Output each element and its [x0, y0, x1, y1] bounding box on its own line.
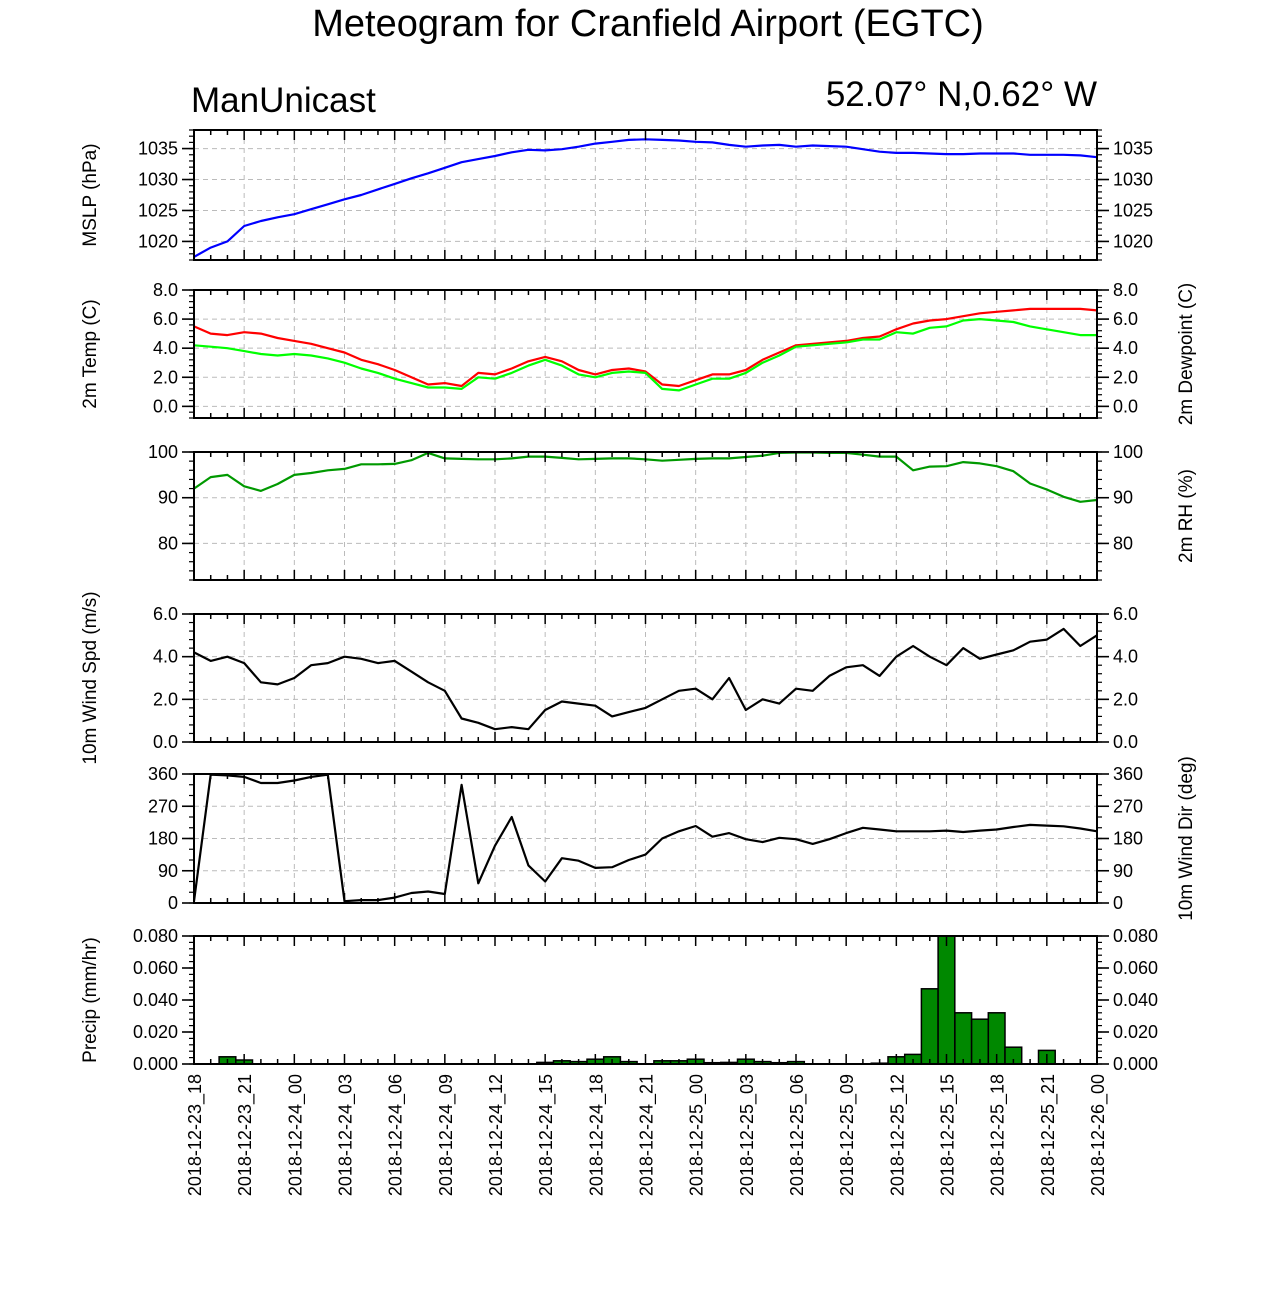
y-tick-label-right: 0.080: [1113, 926, 1158, 946]
y-tick-label: 90: [158, 488, 178, 508]
y-tick-label: 4.0: [153, 338, 178, 358]
y-axis-label-right: 2m RH (%): [1176, 469, 1197, 563]
y-tick-label: 90: [158, 861, 178, 881]
y-tick-label-right: 0.0: [1113, 396, 1138, 416]
y-tick-label: 270: [148, 796, 178, 816]
time-tick-label: 2018-12-24_12: [486, 1074, 507, 1196]
y-tick-label-right: 8.0: [1113, 280, 1138, 300]
y-tick-label: 0: [168, 893, 178, 913]
y-tick-label-right: 1020: [1113, 231, 1153, 251]
y-tick-label: 100: [148, 442, 178, 462]
y-tick-label: 0.060: [133, 958, 178, 978]
y-tick-label: 1025: [138, 200, 178, 220]
series-line-0: [193, 627, 1098, 731]
time-axis-labels: 2018-12-23_18 2018-12-23_21 2018-12-24_00 2…: [185, 1074, 1109, 1196]
y-tick-label-right: 90: [1113, 861, 1133, 881]
y-tick-label-right: 1025: [1113, 200, 1153, 220]
panel-2: 80 80 90 90 100 100 2m RH (%): [148, 442, 1197, 581]
time-tick-label: 2018-12-25_09: [837, 1074, 858, 1196]
model-name-label: ManUnicast: [191, 81, 376, 120]
y-tick-label-right: 90: [1113, 488, 1133, 508]
precip-bar: [920, 988, 939, 1065]
y-axis-label-right: 10m Wind Dir (deg): [1176, 756, 1197, 921]
y-tick-label-right: 4.0: [1113, 338, 1138, 358]
y-tick-label-right: 6.0: [1113, 604, 1138, 624]
y-tick-label-right: 2.0: [1113, 689, 1138, 709]
y-tick-label-right: 80: [1113, 533, 1133, 553]
time-tick-label: 2018-12-25_18: [988, 1074, 1009, 1196]
y-tick-label: 8.0: [153, 280, 178, 300]
coordinates-label: 52.07° N,0.62° W: [826, 75, 1097, 114]
time-tick-label: 2018-12-25_12: [887, 1074, 908, 1196]
y-axis-label-left: 10m Wind Spd (m/s): [80, 591, 101, 764]
time-tick-label: 2018-12-25_06: [787, 1074, 808, 1196]
time-tick-label: 2018-12-24_00: [285, 1074, 306, 1196]
y-tick-label-right: 6.0: [1113, 309, 1138, 329]
time-tick-label: 2018-12-24_21: [637, 1074, 658, 1196]
time-tick-label: 2018-12-25_00: [687, 1074, 708, 1196]
series-line-0: [193, 307, 1098, 388]
time-tick-label: 2018-12-24_15: [536, 1074, 557, 1196]
y-tick-label: 0.0: [153, 732, 178, 752]
time-tick-label: 2018-12-24_03: [336, 1074, 357, 1196]
y-tick-label: 0.080: [133, 926, 178, 946]
precip-bar: [937, 935, 956, 1065]
time-tick-label: 2018-12-23_21: [235, 1074, 256, 1196]
panel-5: 0.000 0.000 0.020 0.020 0.040 0.040 0.060 0.060…: [80, 926, 1158, 1074]
y-tick-label: 6.0: [153, 309, 178, 329]
y-tick-label: 0.0: [153, 396, 178, 416]
y-tick-label-right: 0.0: [1113, 732, 1138, 752]
y-tick-label: 80: [158, 533, 178, 553]
precip-bar: [970, 1018, 990, 1065]
time-tick-label: 2018-12-24_06: [386, 1074, 407, 1196]
y-tick-label-right: 1030: [1113, 170, 1153, 190]
y-tick-label: 6.0: [153, 604, 178, 624]
y-tick-label: 0.040: [133, 990, 178, 1010]
series-line-1: [193, 318, 1097, 392]
time-tick-label: 2018-12-23_18: [185, 1074, 206, 1196]
y-tick-label-right: 360: [1113, 764, 1143, 784]
y-tick-label: 1020: [138, 231, 178, 251]
meteogram-panels: 1020 1020 1025 1025 1030 1030 1035 1035 MSLP (hP…: [80, 129, 1197, 1074]
panel-4: 0 0 90 90 180 180 270 270 360 360 10m Wind Dir (de…: [148, 756, 1197, 921]
panel-0: 1020 1020 1025 1025 1030 1030 1035 1035 MSLP (hP…: [80, 129, 1153, 261]
y-tick-label-right: 0.000: [1113, 1054, 1158, 1074]
precip-bar: [954, 1012, 973, 1065]
y-tick-label: 0.000: [133, 1054, 178, 1074]
y-axis-label-left: 2m Temp (C): [80, 299, 101, 408]
y-tick-label: 360: [148, 764, 178, 784]
y-tick-label: 1030: [138, 170, 178, 190]
y-tick-label-right: 0: [1113, 893, 1123, 913]
time-tick-label: 2018-12-24_09: [436, 1074, 457, 1196]
time-tick-label: 2018-12-25_21: [1038, 1074, 1059, 1196]
y-axis-label-left: MSLP (hPa): [80, 143, 101, 246]
y-tick-label: 180: [148, 829, 178, 849]
panel-1: 0.0 0.0 2.0 2.0 4.0 4.0 6.0 6.0 8.0 8.0 2m Temp (C…: [80, 280, 1197, 425]
y-tick-label-right: 0.060: [1113, 958, 1158, 978]
y-tick-label: 2.0: [153, 689, 178, 709]
time-tick-label: 2018-12-25_15: [938, 1074, 959, 1196]
chart-title: Meteogram for Cranfield Airport (EGTC): [312, 3, 984, 45]
y-tick-label-right: 270: [1113, 796, 1143, 816]
y-tick-label-right: 2.0: [1113, 367, 1138, 387]
panel-3: 0.0 0.0 2.0 2.0 4.0 4.0 6.0 6.0 10m Wind Spd (m/…: [80, 591, 1138, 764]
y-axis-label-right: 2m Dewpoint (C): [1176, 283, 1197, 426]
y-tick-label-right: 0.040: [1113, 990, 1158, 1010]
y-tick-label-right: 1035: [1113, 139, 1153, 159]
y-tick-label: 4.0: [153, 647, 178, 667]
y-tick-label-right: 4.0: [1113, 647, 1138, 667]
time-tick-label: 2018-12-26_00: [1088, 1074, 1109, 1196]
time-tick-label: 2018-12-25_03: [737, 1074, 758, 1196]
y-tick-label: 0.020: [133, 1022, 178, 1042]
y-tick-label: 2.0: [153, 367, 178, 387]
time-tick-label: 2018-12-24_18: [586, 1074, 607, 1196]
y-tick-label: 1035: [138, 139, 178, 159]
y-tick-label-right: 100: [1113, 442, 1143, 462]
y-tick-label-right: 180: [1113, 829, 1143, 849]
y-axis-label-left: Precip (mm/hr): [80, 937, 101, 1063]
y-tick-label-right: 0.020: [1113, 1022, 1158, 1042]
